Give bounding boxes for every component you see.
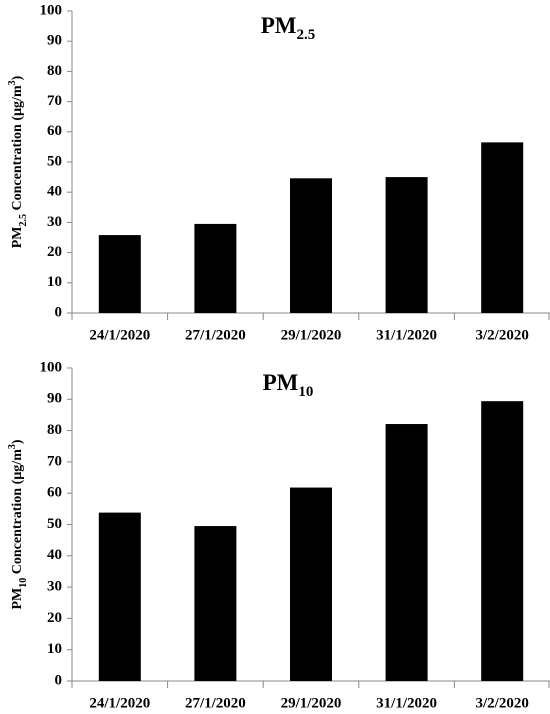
text-part: Concentration (µg/m (10, 449, 25, 578)
text-part: ) (10, 75, 25, 80)
y-tick-label: 60 (47, 123, 62, 139)
y-tick-label: 70 (47, 453, 62, 469)
y-tick-label: 20 (47, 244, 62, 260)
y-tick-label: 50 (47, 516, 62, 532)
text-part: 3 (7, 80, 18, 85)
text-part: Concentration (µg/m (10, 85, 25, 214)
x-tick-label: 27/1/2020 (185, 327, 246, 343)
x-tick-label: 27/1/2020 (185, 695, 246, 711)
text-part: 10 (298, 384, 313, 400)
text-part: PM (261, 13, 297, 38)
text-part: PM (263, 370, 299, 395)
y-axis-label: PM2.5 Concentration (µg/m3) (7, 75, 29, 248)
text-part: 2.5 (297, 27, 316, 43)
y-tick-label: 0 (55, 304, 63, 320)
y-tick-label: 60 (47, 485, 62, 501)
text-part: PM (10, 588, 25, 610)
x-tick-label: 3/2/2020 (476, 327, 529, 343)
y-tick-label: 10 (47, 641, 62, 657)
y-tick-label: 80 (47, 422, 62, 438)
bar (481, 142, 524, 313)
chart: 0 10 20 30 40 50 60 70 80 90 100 24/1/2020 27/1/2020… (7, 359, 550, 711)
x-tick-label: 29/1/2020 (281, 327, 342, 343)
chart: 0 10 20 30 40 50 60 70 80 90 100 24/1/2020 27/1/2020… (7, 2, 550, 343)
text-part: 10 (18, 578, 29, 588)
y-tick-label: 0 (55, 672, 63, 688)
chart-title: PM10 (263, 370, 314, 400)
y-tick-label: 70 (47, 93, 62, 109)
x-tick-label: 24/1/2020 (89, 327, 150, 343)
bar (194, 223, 237, 313)
x-tick-label: 3/2/2020 (476, 695, 529, 711)
bar (98, 512, 141, 681)
text-part: 2.5 (18, 214, 29, 227)
text-part: PM (10, 227, 25, 249)
bar (385, 424, 428, 681)
text-part: 3 (7, 444, 18, 449)
y-tick-label: 50 (47, 153, 62, 169)
y-tick-label: 10 (47, 274, 62, 290)
x-tick-label: 31/1/2020 (376, 327, 437, 343)
x-tick-label: 31/1/2020 (376, 695, 437, 711)
y-tick-label: 90 (47, 33, 62, 49)
y-tick-label: 80 (47, 63, 62, 79)
bar (194, 526, 237, 681)
bar (98, 235, 141, 313)
chart-title: PM2.5 (261, 13, 316, 43)
bar (290, 487, 332, 681)
bar (385, 177, 428, 313)
y-tick-label: 30 (47, 214, 62, 230)
bar (290, 178, 332, 313)
bar (481, 401, 524, 681)
x-tick-label: 29/1/2020 (281, 695, 342, 711)
x-tick-label: 24/1/2020 (89, 695, 150, 711)
y-tick-label: 40 (47, 184, 62, 200)
y-tick-label: 100 (40, 359, 63, 375)
y-tick-label: 90 (47, 391, 62, 407)
y-tick-label: 40 (47, 547, 62, 563)
text-part: ) (10, 439, 25, 444)
y-axis-label: PM10 Concentration (µg/m3) (7, 439, 29, 609)
y-tick-label: 20 (47, 610, 62, 626)
y-tick-label: 100 (40, 2, 63, 18)
y-tick-label: 30 (47, 579, 62, 595)
